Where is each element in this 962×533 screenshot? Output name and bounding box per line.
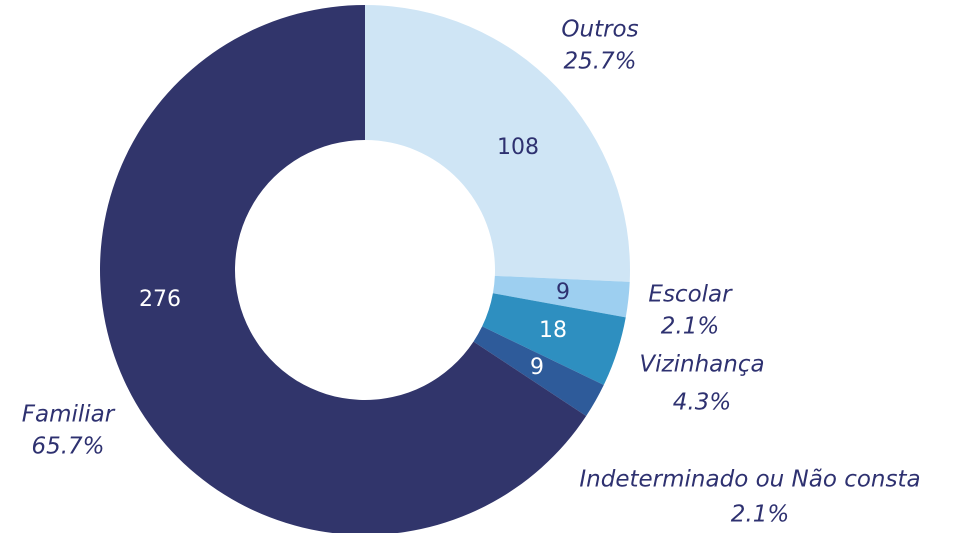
percent-label: 4.3% [673,390,731,416]
donut-slice [100,5,587,533]
donut-slice [492,275,630,318]
value-label: 18 [539,318,567,343]
value-label: 276 [139,287,181,312]
donut-slice [482,293,626,385]
donut-slice [473,326,604,416]
percent-label: 25.7% [563,49,636,75]
value-label: 108 [497,135,539,160]
value-label: 9 [530,355,544,380]
category-label: Outros [561,17,638,43]
value-label: 9 [556,280,570,305]
percent-label: 2.1% [661,314,719,340]
donut-slice [365,5,630,282]
category-label: Escolar [648,282,733,308]
percent-label: 2.1% [731,502,789,528]
percent-label: 65.7% [31,434,104,460]
category-label: Indeterminado ou Não consta [579,467,920,493]
category-label: Vizinhança [639,352,764,378]
category-label: Familiar [22,402,116,428]
